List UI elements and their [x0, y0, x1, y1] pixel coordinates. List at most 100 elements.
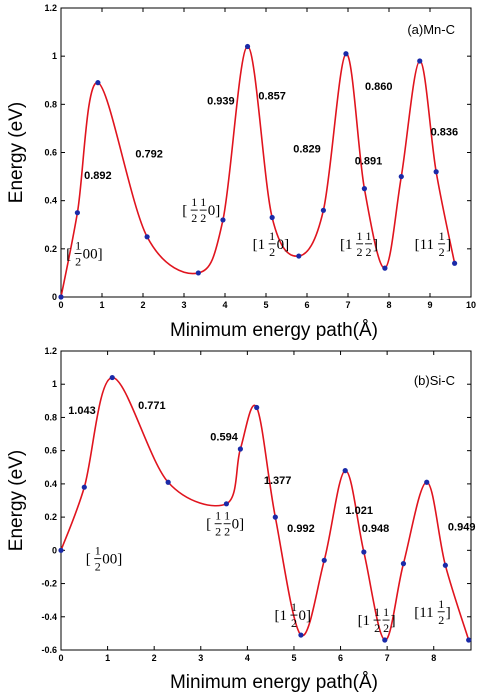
barrier-value-label: 0.771: [138, 400, 166, 412]
y-tick-label: 0.8: [44, 99, 57, 109]
y-tick-label: 1.2: [44, 346, 57, 356]
fraction-denominator: 2: [374, 621, 380, 635]
barrier-value-label: 0.836: [431, 127, 459, 139]
site-label-bracket: [1: [253, 237, 266, 253]
fraction-denominator: 2: [95, 560, 101, 574]
data-point: [342, 468, 348, 474]
data-point: [321, 557, 327, 563]
data-point: [433, 169, 439, 175]
x-tick-label: 7: [385, 653, 390, 663]
data-point: [382, 265, 388, 271]
fraction-denominator: 2: [438, 613, 444, 627]
barrier-value-label: 0.948: [362, 523, 390, 535]
x-tick-label: 2: [140, 300, 145, 310]
x-tick-label: 0: [58, 653, 63, 663]
panel-label: (a)Mn-C: [407, 22, 455, 37]
site-label: [1 2 00]: [66, 238, 103, 268]
site-label-bracket: [1: [358, 613, 371, 629]
data-point: [144, 234, 150, 240]
data-point: [220, 217, 226, 223]
x-tick-label: 9: [427, 300, 432, 310]
y-axis-label: Energy (eV): [6, 102, 27, 203]
data-point: [398, 173, 404, 180]
fraction-numerator: 1: [291, 600, 297, 614]
x-tick-label: 6: [338, 653, 343, 663]
panel-label: (b)Si-C: [414, 373, 455, 388]
fraction-numerator: 1: [95, 544, 101, 558]
barrier-value-label: 0.857: [258, 91, 286, 103]
fraction-denominator: 2: [439, 245, 445, 259]
site-label-bracket: [: [206, 517, 211, 533]
data-point: [400, 561, 407, 567]
fraction-numerator: 1: [439, 229, 445, 243]
y-tick-label: -0.4: [41, 612, 57, 622]
fraction-numerator: 1: [269, 229, 275, 243]
data-point: [424, 479, 430, 485]
x-tick-label: 1: [99, 300, 104, 310]
site-label: [11 1 2]: [415, 229, 452, 259]
data-point: [109, 374, 115, 381]
x-tick-label: 5: [263, 300, 268, 310]
y-tick-label: 0.6: [44, 446, 57, 456]
data-point: [95, 80, 101, 86]
y-tick-label: 0: [52, 545, 57, 555]
barrier-value-label: 0.860: [365, 81, 393, 93]
fraction-numerator: 1: [224, 509, 230, 523]
site-label: [112 0]: [253, 229, 290, 259]
y-tick-label: 1: [52, 379, 57, 389]
barrier-value-label: 1.377: [264, 475, 292, 487]
fraction-numerator: 1: [357, 229, 363, 243]
x-tick-label: 7: [345, 300, 350, 310]
panel-si-c: 0 1 2 3 4 5 6 7 8-0.6-0.4-0.200.20.40.60.811.2Mi…: [6, 346, 475, 693]
data-point: [58, 294, 64, 300]
y-tick-label: 0.2: [44, 244, 57, 254]
x-tick-label: 5: [291, 653, 296, 663]
site-label: [112 0]: [274, 600, 311, 630]
fraction-denominator: 2: [224, 525, 230, 539]
barrier-value-label: 1.043: [68, 405, 96, 417]
plot-frame: [60, 7, 472, 298]
fraction-numerator: 1: [438, 597, 444, 611]
x-tick-label: 2: [152, 653, 157, 663]
y-tick-label: 0.6: [44, 148, 57, 158]
data-point: [320, 207, 326, 213]
barrier-value-label: 0.594: [210, 432, 238, 444]
y-tick-label: 0.2: [44, 512, 57, 522]
data-point: [237, 446, 243, 452]
barrier-value-label: 0.992: [287, 523, 315, 535]
data-point: [361, 549, 367, 555]
fraction-numerator: 1: [200, 195, 206, 209]
data-point: [254, 404, 260, 411]
site-label-bracket: [11: [414, 605, 433, 621]
data-point: [452, 260, 458, 266]
y-axis-label: Energy (eV): [6, 450, 27, 551]
x-tick-label: 4: [245, 653, 250, 663]
y-tick-label: 0.4: [44, 479, 57, 489]
barrier-value-label: 0.892: [84, 170, 112, 182]
fraction-numerator: 1: [366, 229, 372, 243]
y-tick-label: 1: [52, 51, 57, 61]
x-tick-label: 0: [58, 300, 63, 310]
energy-curve: [60, 45, 456, 298]
site-label-bracket: [1: [274, 608, 287, 624]
fraction-denominator: 2: [75, 254, 81, 268]
data-point: [244, 43, 251, 50]
x-tick-label: 3: [198, 653, 203, 663]
fraction-denominator: 2: [215, 525, 221, 539]
barrier-value-label: 0.829: [293, 144, 321, 156]
data-point: [81, 484, 87, 490]
barrier-value-label: 0.792: [135, 148, 163, 160]
site-label-bracket: [11: [415, 237, 434, 253]
y-tick-label: -0.6: [41, 645, 57, 655]
fraction-numerator: 1: [215, 509, 221, 523]
data-point: [298, 632, 304, 638]
barrier-value-label: 0.939: [207, 95, 235, 107]
x-axis-label: Minimum energy path(Å): [170, 672, 378, 693]
fraction-denominator: 2: [366, 245, 372, 259]
site-label-bracket: [: [86, 552, 91, 568]
data-point: [272, 514, 278, 520]
